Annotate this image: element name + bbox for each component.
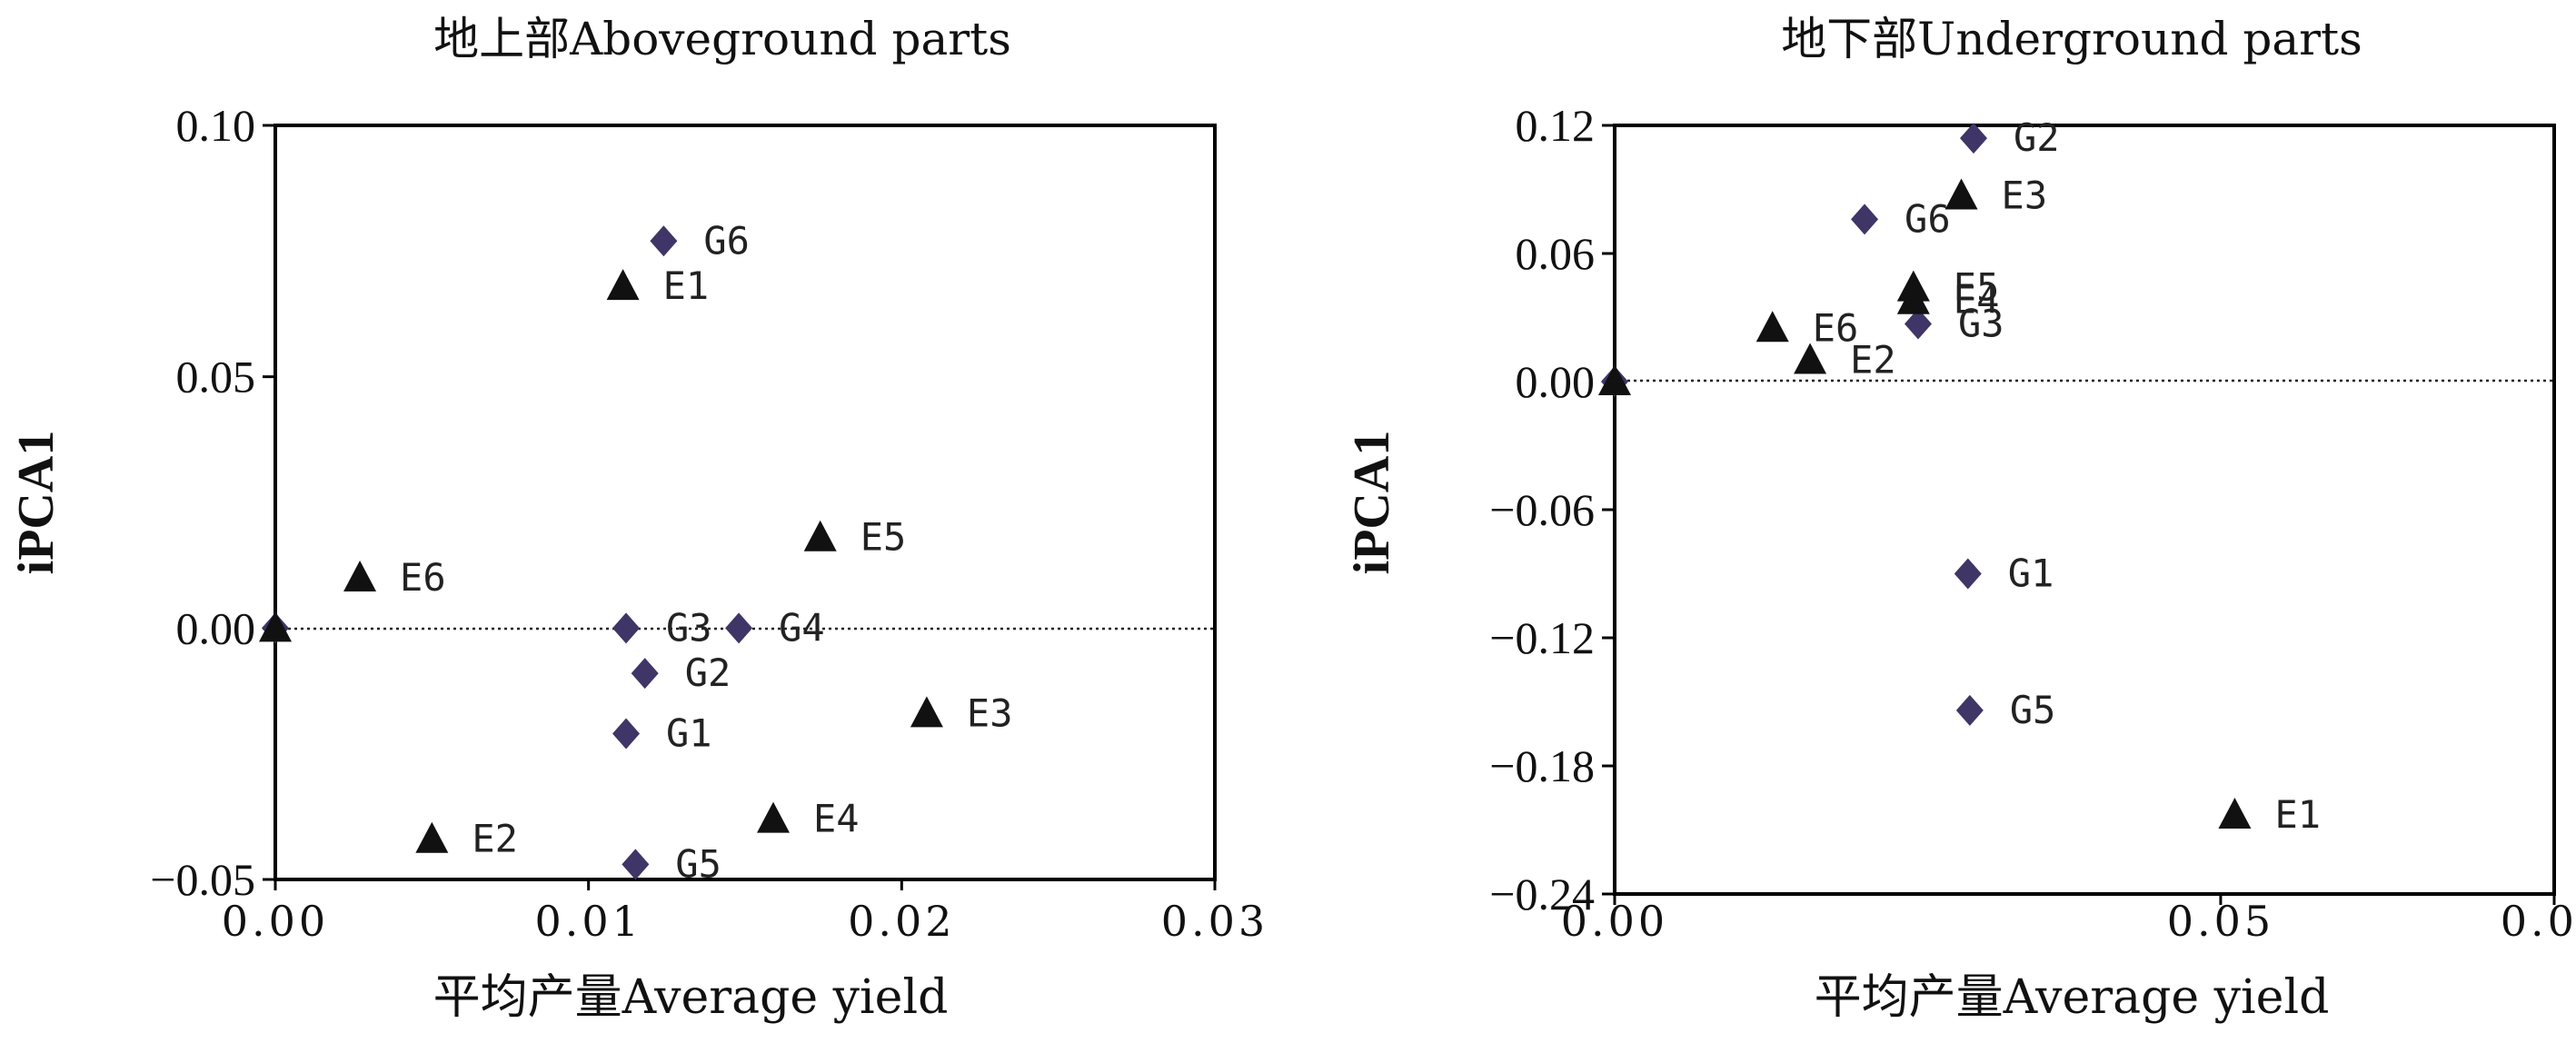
y-tick-label: 0.06	[1516, 228, 1596, 279]
genotype-point	[725, 612, 753, 644]
y-tick-label: 0.00	[176, 602, 256, 653]
x-tick-label: 0.00	[1561, 897, 1668, 946]
point-label: E1	[663, 263, 710, 308]
x-tick-label: 0.01	[534, 897, 642, 946]
point-label: G3	[1958, 302, 2004, 346]
environment-point	[1944, 178, 1978, 210]
y-axis-label: iPCA1	[1344, 431, 1400, 575]
y-tick-label: 0.10	[176, 100, 256, 151]
y-axis-ticks: 0.12 0.06 0.00 −0.06 −0.12 −0.18 −0.24	[1489, 100, 1615, 919]
environment-point	[343, 561, 377, 591]
point-label: G2	[685, 651, 731, 695]
y-tick-label: −0.18	[1489, 740, 1595, 791]
point-label: G5	[2010, 688, 2056, 732]
environment-point	[259, 611, 292, 642]
chart-underground: 地下部Underground parts 0.12 0.06 0.00 −0.06 −0…	[1344, 13, 2576, 1025]
y-axis-ticks: 0.10 0.05 0.00 −0.05	[150, 100, 275, 905]
point-label: G4	[779, 605, 825, 650]
data-points: G6 G3 G4 G2 G1 G5 E1 E5 E6 E3 E4 E2	[259, 218, 1012, 886]
point-label: G1	[666, 711, 712, 756]
y-tick-label: −0.24	[1489, 869, 1595, 919]
point-label: E6	[1813, 305, 1859, 350]
point-label: E4	[1954, 278, 2000, 323]
plot-area-frame	[1613, 124, 2556, 896]
environment-point	[1896, 283, 1930, 314]
genotype-point	[612, 612, 641, 644]
genotype-point	[650, 225, 678, 257]
genotype-point	[1904, 308, 1932, 340]
point-label: E5	[1954, 265, 2000, 310]
plot-area-frame	[274, 124, 1217, 881]
environment-point	[415, 821, 449, 853]
x-tick-label: 0.02	[848, 897, 955, 946]
genotype-point	[631, 658, 659, 690]
point-label: E2	[1850, 338, 1896, 382]
x-axis-ticks: 0.00 0.05 0.01	[1561, 894, 2576, 946]
y-tick-label: 0.12	[1516, 100, 1596, 151]
y-tick-label: −0.05	[150, 854, 255, 905]
environment-point	[1794, 343, 1827, 374]
y-tick-label: −0.12	[1489, 612, 1595, 663]
chart-aboveground: 地上部Aboveground parts 0.100.050.00−0.05 0…	[8, 13, 1268, 1025]
environment-point	[803, 520, 837, 551]
point-label: E3	[2002, 174, 2048, 218]
x-tick-label: 0.05	[2167, 897, 2274, 946]
environment-point	[1755, 311, 1789, 343]
point-label: E4	[813, 797, 860, 841]
y-axis-label: iPCA1	[8, 431, 65, 575]
x-tick-label: 0.03	[1161, 897, 1268, 946]
point-label: G2	[2014, 115, 2060, 160]
genotype-point	[622, 849, 650, 880]
x-axis-ticks: 0.00 0.01 0.02 0.03	[222, 879, 1268, 946]
environment-point	[2218, 798, 2252, 829]
genotype-point	[612, 718, 641, 750]
environment-point	[606, 269, 640, 301]
point-label: G1	[2008, 551, 2054, 596]
chart-title: 地上部Aboveground parts	[433, 13, 1011, 65]
point-label: G5	[675, 841, 721, 886]
point-label: E5	[860, 515, 907, 560]
genotype-point	[1955, 694, 1984, 726]
y-tick-label: −0.06	[1489, 484, 1595, 535]
genotype-point	[1959, 123, 1987, 154]
y-tick-label: 0.05	[176, 352, 256, 402]
point-label: E1	[2274, 792, 2321, 837]
genotype-point	[1954, 558, 1982, 590]
environment-point	[910, 696, 943, 728]
environment-point	[1598, 364, 1631, 395]
point-label: E3	[967, 690, 1013, 735]
point-label: G3	[666, 605, 712, 650]
x-tick-label: 0.01	[2501, 897, 2576, 946]
x-axis-label: 平均产量Average yield	[433, 970, 949, 1025]
chart-title: 地下部Underground parts	[1781, 13, 2362, 65]
genotype-point	[1851, 204, 1879, 235]
environment-point	[757, 801, 791, 833]
point-label: G6	[1905, 196, 1951, 241]
point-label: E2	[472, 817, 518, 861]
point-label: E6	[400, 555, 446, 600]
y-tick-label: 0.00	[1516, 356, 1596, 407]
point-label: G6	[703, 218, 750, 263]
x-axis-label: 平均产量Average yield	[1815, 970, 2330, 1025]
x-tick-label: 0.00	[222, 897, 329, 946]
